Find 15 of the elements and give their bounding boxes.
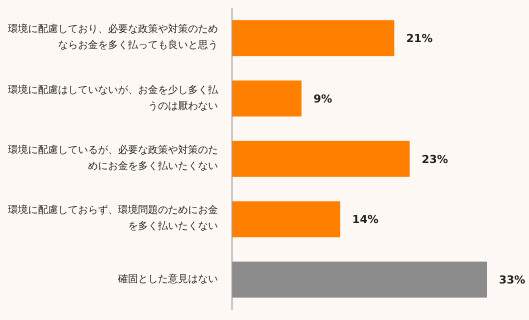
bar: [232, 140, 410, 177]
data-label: 14%: [352, 213, 379, 226]
data-label: 21%: [406, 32, 433, 45]
bar: [232, 80, 302, 116]
y-tick-label: 環境に配慮しておらず、環境問題のためにお金を多く払いたくない: [7, 204, 218, 234]
bar: [232, 201, 340, 238]
data-label: 23%: [422, 152, 448, 166]
y-tick-label: 環境に配慮はしていないが、お金を少し多く払うのは厭わない: [7, 84, 218, 114]
y-tick-label: 環境に配慮しているが、必要な政策や対策のためにお金を多く払いたくない: [7, 144, 218, 174]
data-label: 33%: [499, 274, 526, 287]
bar: [232, 20, 394, 56]
data-label: 9%: [314, 92, 332, 106]
bar: [232, 262, 487, 298]
y-tick-label: 環境に配慮しており、必要な政策や対策のためならお金を多く払っても良いと思う: [7, 22, 218, 54]
y-tick-label: 確固とした意見はない: [117, 272, 218, 287]
